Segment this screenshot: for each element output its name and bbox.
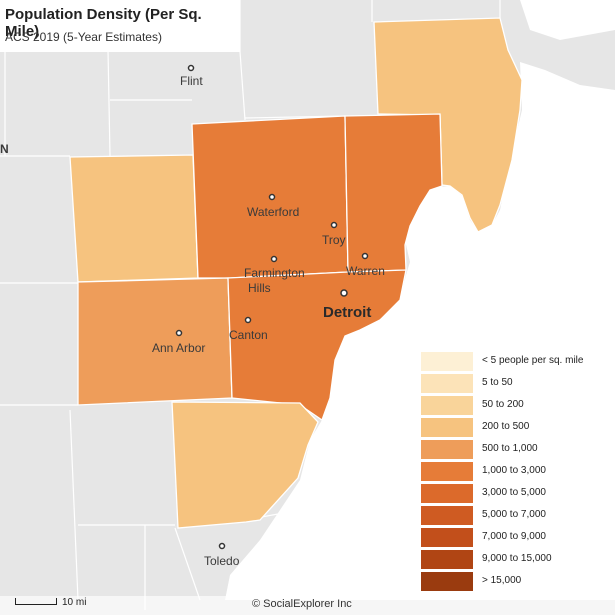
warren-label: Warren (346, 264, 385, 278)
legend-label: 500 to 1,000 (482, 443, 538, 454)
legend-swatch (421, 352, 473, 371)
map-title: Population Density (Per Sq. Mile) (5, 6, 202, 40)
legend-label: 200 to 500 (482, 421, 530, 432)
legend-swatch (421, 440, 473, 459)
scale-bar (15, 598, 57, 605)
county-livingston[interactable] (69, 154, 199, 283)
farmington-label: Farmington (244, 266, 305, 280)
legend-label: 1,000 to 3,000 (482, 465, 546, 476)
waterford-marker (268, 193, 276, 201)
legend-swatch (421, 572, 473, 591)
warren-marker (361, 252, 369, 260)
legend-swatch (421, 374, 473, 393)
legend-swatch (421, 506, 473, 525)
legend-swatch (421, 396, 473, 415)
county-shapes[interactable] (69, 17, 523, 529)
county-monroe[interactable] (171, 401, 319, 529)
troy-label: Troy (322, 233, 346, 247)
detroit-marker (340, 289, 348, 297)
credit-text: © SocialExplorer Inc (252, 598, 352, 610)
legend-label: 9,000 to 15,000 (482, 553, 552, 564)
farmington-hills-marker (270, 255, 278, 263)
title-panel: Population Density (Per Sq. Mile) ACS 20… (0, 0, 240, 52)
edge-label-n: N (0, 142, 9, 156)
legend-label: < 5 people per sq. mile (482, 355, 584, 366)
legend-panel: < 5 people per sq. mile 5 to 50 50 to 200 2… (413, 346, 615, 598)
toledo-label: Toledo (204, 554, 240, 568)
legend-swatch (421, 550, 473, 569)
legend-label: 50 to 200 (482, 399, 524, 410)
legend-swatch (421, 528, 473, 547)
legend-label: 5 to 50 (482, 377, 513, 388)
flint-label: Flint (180, 74, 203, 88)
place-markers (175, 64, 369, 550)
attribution-bar: 10 mi © SocialExplorer Inc (0, 596, 615, 615)
place-labels: Flint Waterford Troy Farmington Hills Wa… (0, 74, 385, 568)
detroit-label: Detroit (323, 304, 371, 321)
map-subtitle: ACS 2019 (5-Year Estimates) (5, 30, 162, 44)
troy-marker (330, 221, 338, 229)
legend-label: 5,000 to 7,000 (482, 509, 546, 520)
ann-arbor-label: Ann Arbor (152, 341, 205, 355)
toledo-marker (218, 542, 226, 550)
hills-label: Hills (248, 281, 271, 295)
scale-label: 10 mi (62, 597, 87, 608)
waterford-label: Waterford (247, 205, 299, 219)
legend-swatch (421, 418, 473, 437)
canton-marker (244, 316, 252, 324)
legend-swatch (421, 462, 473, 481)
flint-marker (187, 64, 195, 72)
legend-swatch (421, 484, 473, 503)
ann-arbor-marker (175, 329, 183, 337)
legend-label: 7,000 to 9,000 (482, 531, 546, 542)
legend-label: > 15,000 (482, 575, 522, 586)
canton-label: Canton (229, 328, 268, 342)
legend-label: 3,000 to 5,000 (482, 487, 546, 498)
